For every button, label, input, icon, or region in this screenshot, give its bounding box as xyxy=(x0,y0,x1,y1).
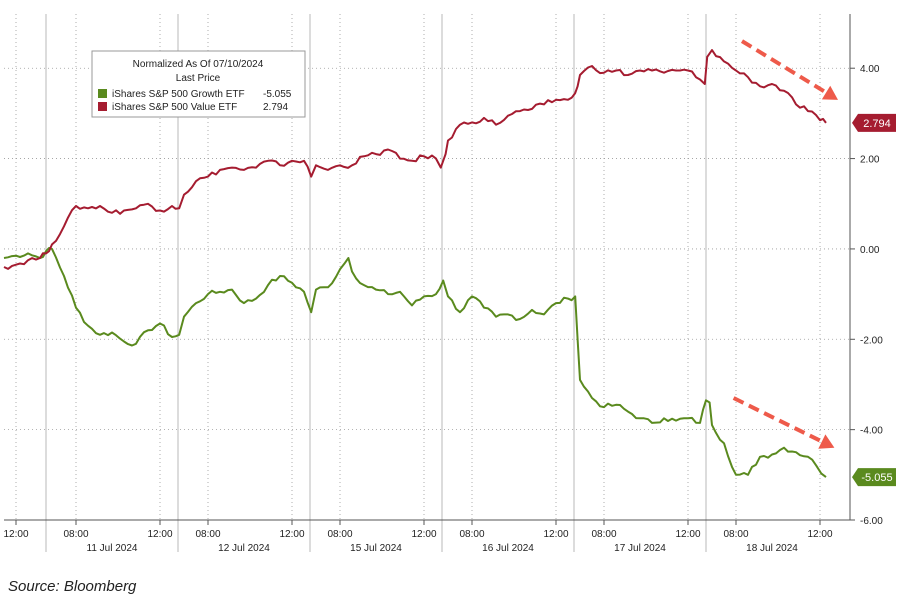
day-label: 16 Jul 2024 xyxy=(482,543,534,554)
y-tick-label: -6.00 xyxy=(860,516,883,527)
day-label: 15 Jul 2024 xyxy=(350,543,402,554)
legend-box xyxy=(91,50,306,118)
legend-swatch-growth xyxy=(98,89,107,98)
legend-swatch-value xyxy=(98,102,107,111)
last-value-tag-label-0: -5.055 xyxy=(861,472,892,484)
x-tick-label: 12:00 xyxy=(411,529,436,540)
legend-title: Normalized As Of 07/10/2024 xyxy=(133,59,264,70)
x-tick-label: 12:00 xyxy=(675,529,700,540)
y-tick-label: 0.00 xyxy=(860,245,880,256)
x-tick-label: 08:00 xyxy=(63,529,88,540)
legend-subtitle: Last Price xyxy=(176,73,221,84)
last-value-tag-0 xyxy=(852,468,896,487)
x-tick-label: 08:00 xyxy=(591,529,616,540)
y-tick-label: -4.00 xyxy=(860,426,883,437)
x-tick-label: 08:00 xyxy=(723,529,748,540)
series-layer xyxy=(3,49,827,478)
y-tick-label: 2.00 xyxy=(860,155,880,166)
trend-arrow-shaft-0 xyxy=(740,39,828,95)
last-value-tags: -5.055 2.794 xyxy=(852,113,896,487)
series-line-0 xyxy=(3,247,827,478)
y-tick-label: -2.00 xyxy=(860,335,883,346)
day-label: 12 Jul 2024 xyxy=(218,543,270,554)
legend-value-growth: -5.055 xyxy=(263,89,292,100)
day-label: 11 Jul 2024 xyxy=(87,543,138,554)
day-label: 17 Jul 2024 xyxy=(614,543,666,554)
x-tick-label: 12:00 xyxy=(543,529,568,540)
x-tick-label: 12:00 xyxy=(279,529,304,540)
trend-arrow-shaft-1 xyxy=(732,396,823,444)
legend-label-value: iShares S&P 500 Value ETF xyxy=(112,102,237,113)
legend: Normalized As Of 07/10/2024 Last Price i… xyxy=(91,50,306,118)
x-tick-label: 12:00 xyxy=(807,529,832,540)
trend-arrows xyxy=(732,39,838,449)
day-label: 18 Jul 2024 xyxy=(746,543,798,554)
x-tick-label: 08:00 xyxy=(327,529,352,540)
series-line-1 xyxy=(3,49,827,270)
x-tick-label: 08:00 xyxy=(195,529,220,540)
x-tick-label: 12:00 xyxy=(3,529,28,540)
trend-arrow-head-0 xyxy=(821,85,838,100)
legend-value-value: 2.794 xyxy=(263,102,288,113)
y-tick-label: 4.00 xyxy=(860,64,880,75)
last-value-tag-1 xyxy=(852,113,896,132)
x-tick-label: 08:00 xyxy=(459,529,484,540)
last-value-tag-label-1: 2.794 xyxy=(863,118,891,130)
source-note: Source: Bloomberg xyxy=(8,578,137,595)
legend-label-growth: iShares S&P 500 Growth ETF xyxy=(112,89,245,100)
trend-arrow-head-1 xyxy=(818,434,835,449)
axes: 4.00 2.00 0.00 -2.00 -4.00 -6.00 12:00 08:00 12:… xyxy=(3,14,883,554)
x-tick-label: 12:00 xyxy=(147,529,172,540)
